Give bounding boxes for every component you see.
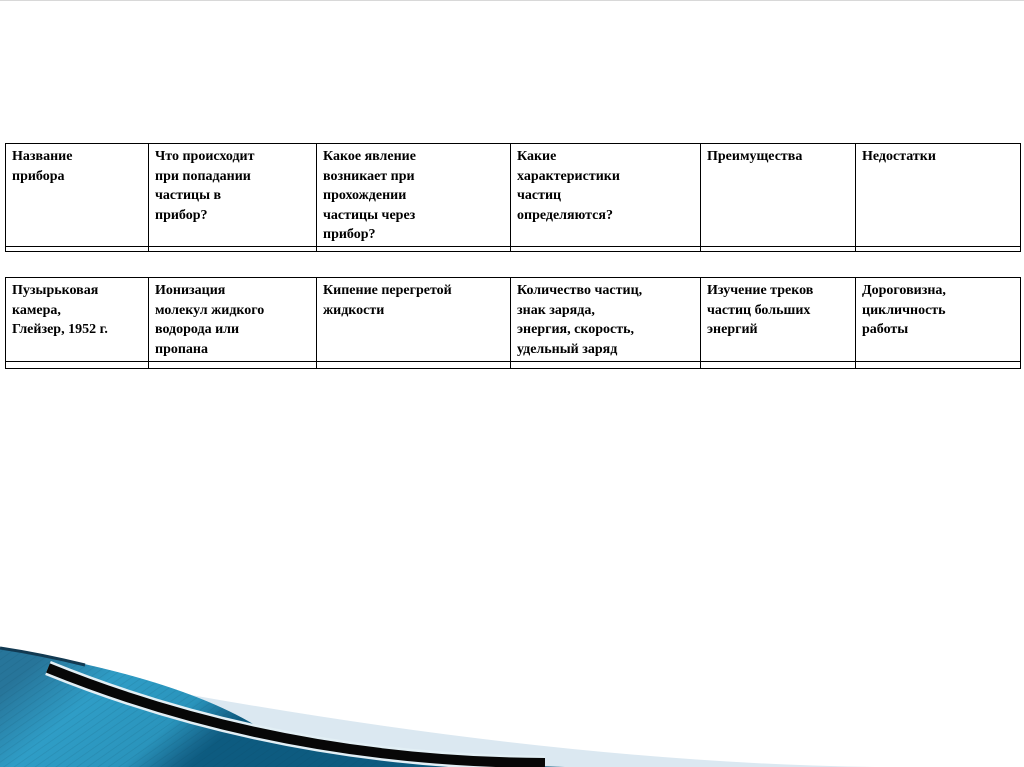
table-row-bubble-chamber: Пузырьковая камера, Глейзер, 1952 г. Ион…	[5, 277, 1021, 362]
decoration-teal-wedge	[0, 648, 565, 767]
header-cell-disadvantages: Недостатки	[855, 143, 1021, 247]
cell-device-name: Пузырьковая камера, Глейзер, 1952 г.	[5, 277, 149, 362]
decoration-pale-wedge	[0, 658, 875, 767]
table-clipped-row	[5, 361, 1021, 369]
header-cell-what-happens: Что происходит при попадании частицы в п…	[148, 143, 317, 247]
header-cell-device-name: Название прибора	[5, 143, 149, 247]
cell-characteristics: Количество частиц, знак заряда, энергия,…	[510, 277, 701, 362]
decoration-navy-edge	[0, 646, 86, 667]
cell-what-happens: Ионизация молекул жидкого водорода или п…	[148, 277, 317, 362]
decoration-black-stripe	[46, 663, 546, 767]
slide-top-edge	[0, 0, 1024, 1]
header-cell-characteristics: Какие характеристики частиц определяются…	[510, 143, 701, 247]
table-header-row: Название прибора Что происходит при попа…	[5, 143, 1021, 247]
header-cell-advantages: Преимущества	[700, 143, 856, 247]
header-cell-phenomenon: Какое явление возникает при прохождении …	[316, 143, 511, 247]
cell-advantages: Изучение треков частиц больших энергий	[700, 277, 856, 362]
table-clipped-row	[5, 246, 1021, 252]
cell-disadvantages: Дороговизна, цикличность работы	[855, 277, 1021, 362]
detector-table-data: Пузырьковая камера, Глейзер, 1952 г. Ион…	[5, 277, 1021, 369]
decoration-light-edge	[45, 661, 546, 767]
decoration-teal-hatch	[0, 648, 565, 767]
detector-table-header: Название прибора Что происходит при попа…	[5, 143, 1021, 252]
cell-phenomenon: Кипение перегретой жидкости	[316, 277, 511, 362]
